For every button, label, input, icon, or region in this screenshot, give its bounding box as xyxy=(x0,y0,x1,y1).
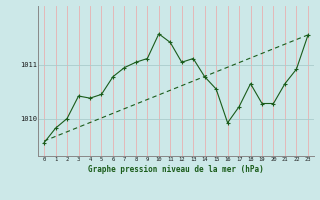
X-axis label: Graphe pression niveau de la mer (hPa): Graphe pression niveau de la mer (hPa) xyxy=(88,165,264,174)
